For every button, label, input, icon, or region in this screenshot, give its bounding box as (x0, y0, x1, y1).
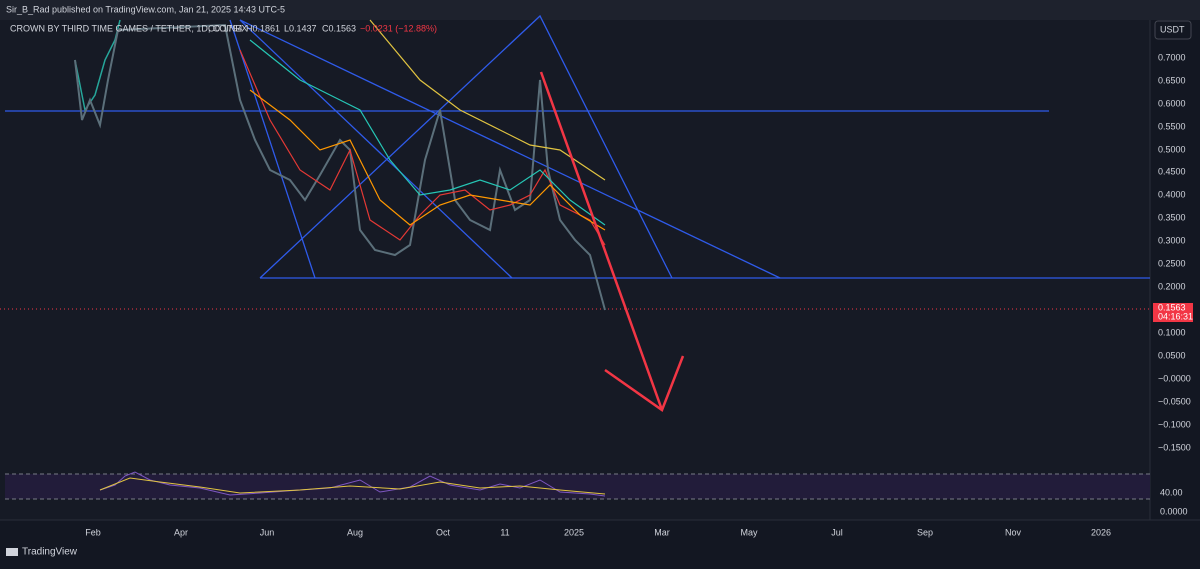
rsi-ma (99, 477, 606, 495)
ma-line (239, 49, 606, 246)
rsi-line (99, 471, 606, 497)
price-label: −0.1500 (1158, 442, 1191, 452)
time-label: Jun (260, 527, 275, 537)
price-label: 0.4500 (1158, 166, 1186, 176)
price-label: 0.1000 (1158, 327, 1186, 337)
legend-close: C0.1563 (322, 23, 356, 33)
rsi-label: 40.00 (1160, 487, 1183, 497)
price-label: 0.2000 (1158, 281, 1186, 291)
time-label: Jul (831, 527, 843, 537)
ma-line (249, 39, 606, 226)
publisher-text: Sir_B_Rad published on TradingView.com, … (6, 4, 285, 14)
price-label: 0.6000 (1158, 98, 1186, 108)
price-series (74, 23, 606, 311)
price-label: 0.2500 (1158, 258, 1186, 268)
time-label: Nov (1005, 527, 1022, 537)
legend-high: H0.1861 (246, 23, 280, 33)
brand: TradingView (22, 547, 78, 558)
countdown: 04:16:31 (1158, 311, 1193, 321)
legend-symbol: CROWN BY THIRD TIME GAMES / TETHER, 1D, … (10, 23, 247, 33)
price-label: 0.3000 (1158, 235, 1186, 245)
trend-drawings (5, 14, 1150, 279)
price-label: −0.1000 (1158, 419, 1191, 429)
ma-line (369, 19, 606, 181)
price-label: 0.4000 (1158, 189, 1186, 199)
price-label: −0.0000 (1158, 373, 1191, 383)
price-label: 0.6500 (1158, 75, 1186, 85)
time-label: Aug (347, 527, 363, 537)
price-label: 0.3500 (1158, 212, 1186, 222)
footer-bar (0, 542, 1200, 564)
time-label: Apr (174, 527, 188, 537)
price-label: 0.7000 (1158, 52, 1186, 62)
price-label: 0.5500 (1158, 121, 1186, 131)
time-label: Mar (654, 527, 670, 537)
time-label: Feb (85, 527, 101, 537)
legend-low: L0.1437 (284, 23, 317, 33)
time-label: 2025 (564, 527, 584, 537)
price-label: 0.5000 (1158, 144, 1186, 154)
publish-bar (0, 0, 1200, 20)
arrow-drawing (539, 71, 685, 412)
time-label: 11 (500, 527, 509, 537)
legend-open: O0.1794 (208, 23, 243, 33)
last-price: 0.1563 (1158, 302, 1186, 312)
chart-pane (0, 20, 1150, 520)
last-price-box (1153, 303, 1193, 322)
price-label: 0.0500 (1158, 350, 1186, 360)
time-label: May (740, 527, 758, 537)
currency-box (1154, 20, 1192, 40)
ma-line (249, 89, 606, 231)
time-label: Sep (917, 527, 933, 537)
price-label: −0.0500 (1158, 396, 1191, 406)
time-label: 2026 (1091, 527, 1111, 537)
rsi-band (5, 474, 1150, 499)
time-label: Oct (436, 527, 451, 537)
legend-change: −0.0231 (−12.88%) (360, 23, 437, 33)
brand-logo (6, 548, 18, 556)
currency: USDT (1160, 24, 1185, 34)
rsi-label: 0.0000 (1160, 506, 1188, 516)
